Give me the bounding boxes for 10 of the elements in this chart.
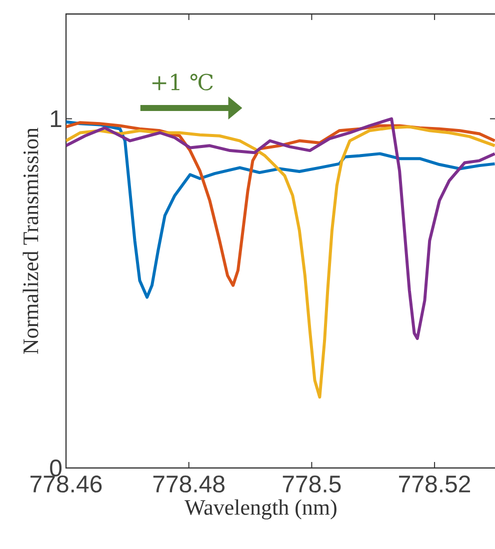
y-tick-label: 1 <box>50 110 62 128</box>
line-series <box>66 125 495 399</box>
y-axis-title: Normalized Transmission <box>22 128 38 354</box>
x-tick-label: 778.48 <box>153 476 224 493</box>
annotation: +1 ℃ <box>152 74 213 90</box>
x-tick-label: 778.46 <box>30 476 102 493</box>
x-tick-label: 778.5 <box>282 476 341 493</box>
x-tick-label: 778.52 <box>399 476 470 493</box>
y-tick-label: 0 <box>50 460 62 476</box>
x-axis-title: Wavelength (nm) <box>184 499 336 520</box>
